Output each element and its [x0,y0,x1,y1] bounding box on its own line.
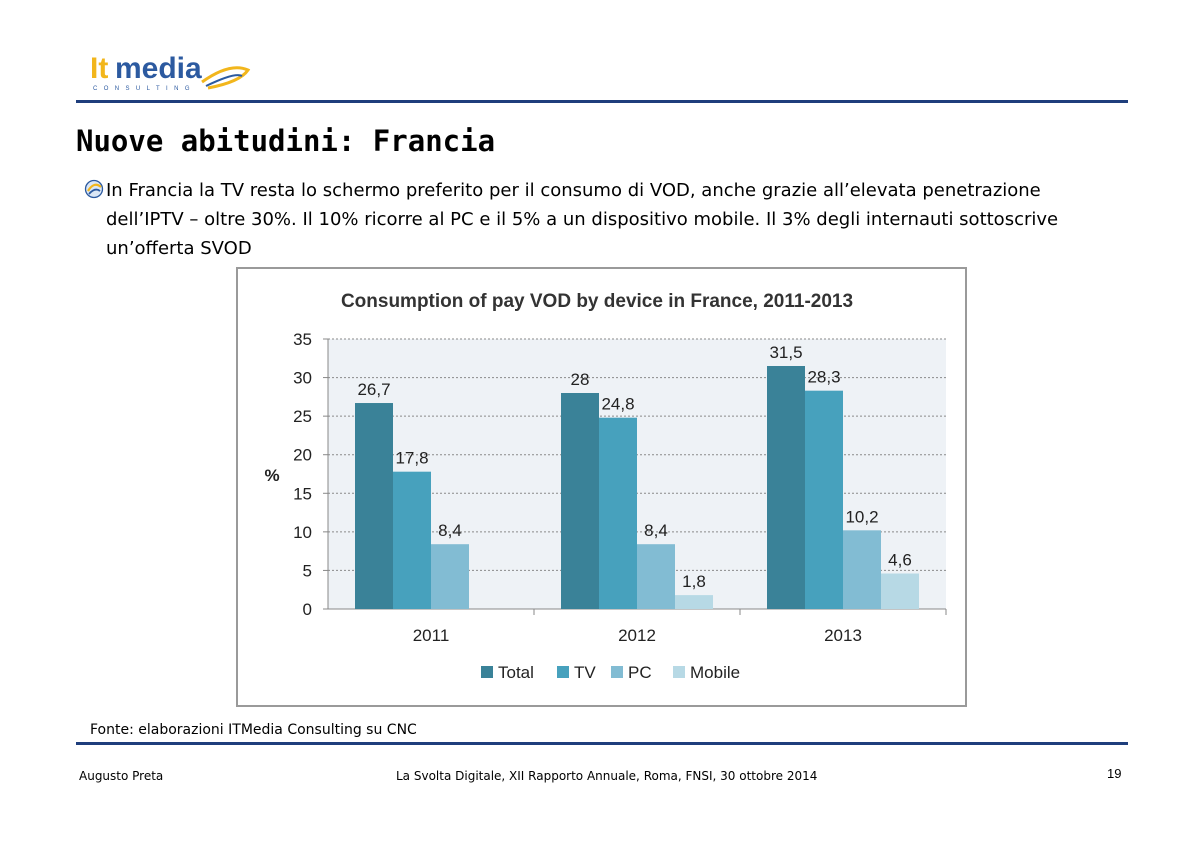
bar-pc [637,544,675,609]
vod-chart: Consumption of pay VOD by device in Fran… [264,291,947,682]
legend-label-tv: TV [574,663,596,682]
y-axis-label: % [264,466,279,485]
data-label: 1,8 [682,572,706,591]
chart-frame: Consumption of pay VOD by device in Fran… [236,267,967,707]
bar-pc [843,530,881,609]
page-number: 19 [1107,766,1122,781]
bar-pc [431,544,469,609]
legend-swatch-total [481,666,493,678]
footer-rule [76,742,1128,745]
header-rule [76,100,1128,103]
source-note: Fonte: elaborazioni ITMedia Consulting s… [90,722,417,738]
legend-swatch-pc [611,666,623,678]
logo-brand-rest: media [115,52,202,85]
logo-swoosh-inner-icon [205,74,243,87]
footer-author: Augusto Preta [79,769,164,783]
footer-event: La Svolta Digitale, XII Rapporto Annuale… [396,769,818,783]
data-label: 28 [571,370,590,389]
legend-label-mobile: Mobile [690,663,740,682]
bar-total [561,393,599,609]
legend-label-pc: PC [628,663,652,682]
data-label: 28,3 [807,368,840,387]
y-tick-label: 30 [293,369,312,388]
legend-label-total: Total [498,663,534,682]
x-tick-label: 2012 [618,626,656,645]
data-label: 8,4 [438,521,462,540]
x-tick-label: 2011 [413,626,450,645]
bullet-text: In Francia la TV resta lo schermo prefer… [106,180,1059,259]
data-label: 31,5 [769,343,802,362]
legend-swatch-mobile [673,666,685,678]
y-tick-label: 20 [293,446,312,465]
logo-brand-initial: It [90,52,108,85]
bar-mobile [675,595,713,609]
y-tick-label: 35 [293,330,312,349]
y-tick-label: 5 [303,561,312,580]
bar-tv [805,390,843,609]
bar-tv [599,417,637,609]
data-label: 8,4 [644,521,668,540]
data-label: 26,7 [357,380,390,399]
data-label: 17,8 [395,449,428,468]
y-tick-label: 10 [293,523,312,542]
itmedia-logo: It media CONSULTING [90,50,260,98]
chart-title: Consumption of pay VOD by device in Fran… [341,291,853,312]
bar-total [767,366,805,609]
logo-swoosh-icon [201,66,251,90]
x-tick-label: 2013 [824,626,862,645]
bar-total [355,403,393,609]
legend-swatch-tv [557,666,569,678]
y-tick-label: 15 [293,484,312,503]
logo-tagline: CONSULTING [93,86,196,92]
y-tick-label: 25 [293,407,312,426]
page-title: Nuove abitudini: Francia [76,124,496,158]
data-label: 24,8 [601,395,634,414]
bar-mobile [881,573,919,609]
bullet-point: In Francia la TV resta lo schermo prefer… [84,176,1094,263]
bar-tv [393,471,431,609]
y-tick-label: 0 [303,600,312,619]
data-label: 10,2 [845,507,878,526]
data-label: 4,6 [888,551,912,570]
swirl-bullet-icon [84,179,104,199]
